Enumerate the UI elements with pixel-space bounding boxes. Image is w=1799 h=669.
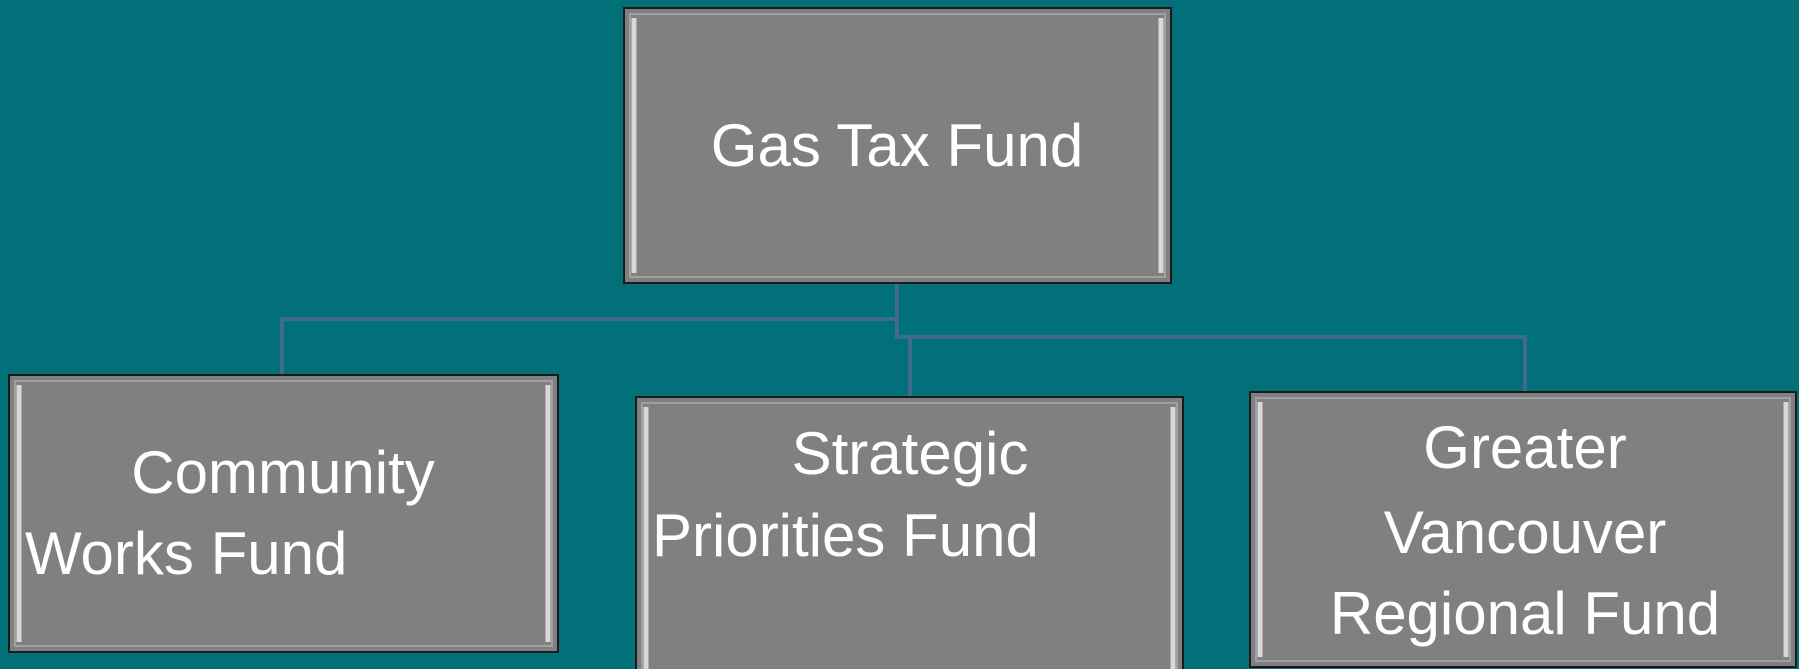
node-box — [1249, 391, 1797, 668]
node-label: Strategic — [792, 420, 1029, 487]
node-label: Priorities Fund — [652, 502, 1039, 569]
node-label: Regional Fund — [1330, 580, 1720, 647]
node-label: Works Fund — [25, 520, 347, 587]
node-box — [623, 7, 1172, 284]
node-label: Vancouver — [1384, 499, 1666, 566]
node-label: Gas Tax Fund — [711, 112, 1083, 179]
connector — [895, 319, 1527, 392]
connector — [897, 335, 912, 397]
node-box — [8, 374, 559, 653]
node-box — [635, 396, 1184, 669]
connector — [280, 283, 899, 375]
node-label: Greater — [1423, 414, 1626, 481]
node-label: Community — [131, 439, 434, 506]
